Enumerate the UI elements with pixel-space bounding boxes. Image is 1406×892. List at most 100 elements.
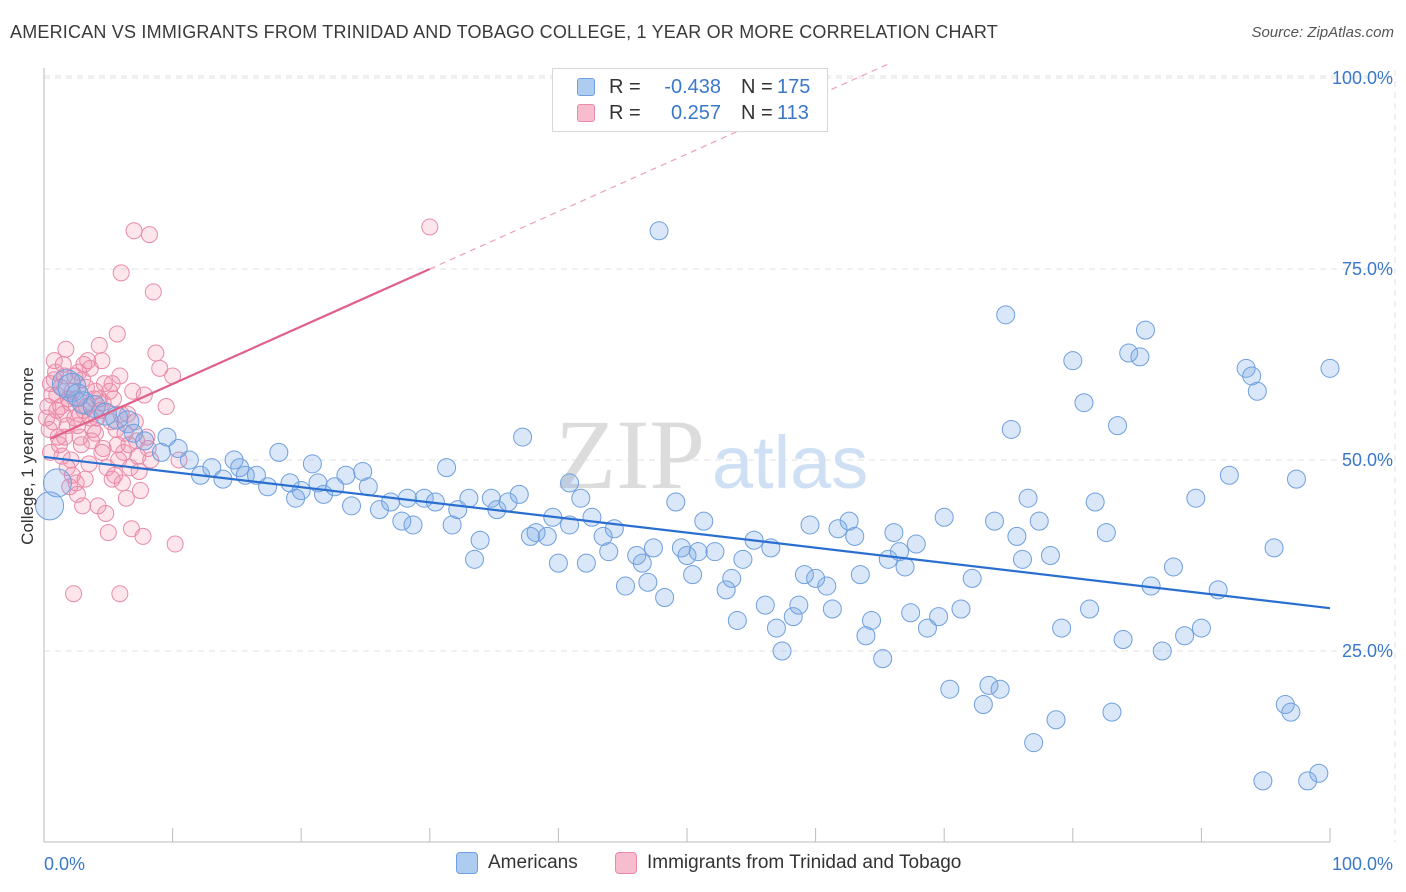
americans-point[interactable] (1007, 526, 1027, 546)
americans-point[interactable] (806, 568, 826, 588)
americans-point[interactable] (934, 507, 954, 527)
americans-point[interactable] (369, 500, 389, 520)
americans-point[interactable] (649, 221, 669, 241)
immigrants-point[interactable] (99, 524, 117, 542)
americans-point[interactable] (571, 488, 591, 508)
americans-point[interactable] (1040, 546, 1060, 565)
immigrants-point[interactable] (144, 283, 162, 301)
americans-point[interactable] (116, 410, 140, 434)
americans-point[interactable] (35, 491, 65, 521)
immigrants-point[interactable] (95, 375, 113, 393)
immigrants-point[interactable] (75, 356, 93, 373)
americans-point[interactable] (392, 511, 412, 531)
immigrants-point[interactable] (117, 489, 135, 507)
americans-point[interactable] (694, 511, 714, 531)
immigrants-point[interactable] (134, 527, 152, 545)
americans-point[interactable] (1052, 618, 1072, 638)
immigrants-point[interactable] (72, 436, 90, 454)
americans-point[interactable] (1286, 469, 1306, 489)
immigrants-point[interactable] (151, 359, 169, 377)
americans-point[interactable] (817, 576, 837, 596)
americans-point[interactable] (1108, 416, 1128, 436)
americans-point[interactable] (509, 484, 529, 504)
americans-point[interactable] (638, 572, 658, 592)
americans-point[interactable] (1063, 351, 1083, 371)
immigrants-point[interactable] (130, 462, 148, 480)
americans-point[interactable] (1012, 549, 1032, 569)
americans-point[interactable] (1163, 557, 1183, 577)
americans-point[interactable] (800, 515, 820, 535)
americans-point[interactable] (1085, 492, 1105, 512)
immigrants-point[interactable] (52, 398, 70, 416)
americans-point[interactable] (1298, 771, 1318, 791)
americans-point[interactable] (828, 519, 848, 539)
americans-point[interactable] (962, 568, 982, 588)
americans-point[interactable] (766, 618, 786, 638)
americans-point[interactable] (459, 488, 479, 508)
americans-point[interactable] (705, 542, 725, 562)
americans-point[interactable] (1080, 599, 1100, 619)
americans-point[interactable] (1102, 702, 1122, 722)
americans-point[interactable] (560, 515, 580, 535)
americans-point[interactable] (845, 526, 865, 546)
immigrants-point[interactable] (131, 482, 149, 500)
americans-point[interactable] (168, 439, 188, 459)
americans-point[interactable] (258, 477, 278, 497)
americans-point[interactable] (1253, 771, 1273, 791)
americans-point[interactable] (1130, 347, 1150, 367)
immigrants-point[interactable] (54, 356, 72, 373)
americans-point[interactable] (884, 523, 904, 543)
americans-point[interactable] (302, 454, 322, 474)
americans-point[interactable] (246, 465, 266, 485)
immigrants-point[interactable] (57, 340, 75, 358)
americans-point[interactable] (1046, 710, 1066, 730)
americans-point[interactable] (1113, 630, 1133, 650)
americans-point[interactable] (1135, 320, 1155, 340)
americans-point[interactable] (123, 423, 143, 443)
immigrants-point[interactable] (38, 409, 56, 427)
immigrants-point[interactable] (140, 226, 158, 244)
americans-point[interactable] (990, 679, 1010, 699)
americans-point[interactable] (442, 515, 462, 535)
americans-point[interactable] (1219, 465, 1239, 485)
immigrants-point[interactable] (108, 325, 126, 343)
immigrants-point[interactable] (97, 504, 115, 522)
americans-point[interactable] (901, 603, 921, 623)
immigrants-point[interactable] (86, 424, 104, 442)
americans-point[interactable] (179, 450, 199, 470)
americans-point[interactable] (727, 610, 747, 630)
americans-point[interactable] (615, 576, 635, 596)
americans-point[interactable] (1242, 366, 1262, 386)
americans-point[interactable] (342, 496, 362, 516)
americans-point[interactable] (1309, 763, 1329, 783)
immigrants-point[interactable] (147, 344, 165, 362)
americans-point[interactable] (1018, 488, 1038, 508)
americans-point[interactable] (632, 553, 652, 573)
americans-point[interactable] (358, 477, 378, 497)
americans-point[interactable] (929, 607, 949, 627)
americans-point[interactable] (269, 442, 289, 462)
americans-point[interactable] (593, 526, 613, 546)
americans-point[interactable] (906, 534, 926, 554)
immigrants-point[interactable] (94, 440, 112, 458)
americans-point[interactable] (722, 568, 742, 588)
americans-point[interactable] (560, 473, 580, 493)
americans-point[interactable] (353, 461, 373, 481)
legend-item-americans[interactable]: Americans (456, 852, 578, 874)
americans-point[interactable] (336, 465, 356, 485)
americans-point[interactable] (1320, 358, 1340, 378)
americans-point[interactable] (465, 549, 485, 569)
americans-point[interactable] (1175, 626, 1195, 646)
immigrants-point[interactable] (74, 497, 92, 515)
immigrants-point[interactable] (112, 264, 130, 282)
immigrants-point[interactable] (124, 382, 142, 400)
immigrants-point[interactable] (166, 535, 184, 553)
americans-point[interactable] (1247, 381, 1267, 401)
americans-point[interactable] (82, 395, 106, 419)
americans-point[interactable] (42, 468, 72, 498)
americans-point[interactable] (548, 553, 568, 573)
americans-point[interactable] (873, 649, 893, 669)
americans-point[interactable] (1119, 343, 1139, 363)
americans-point[interactable] (688, 542, 708, 562)
immigrants-point[interactable] (65, 585, 83, 603)
